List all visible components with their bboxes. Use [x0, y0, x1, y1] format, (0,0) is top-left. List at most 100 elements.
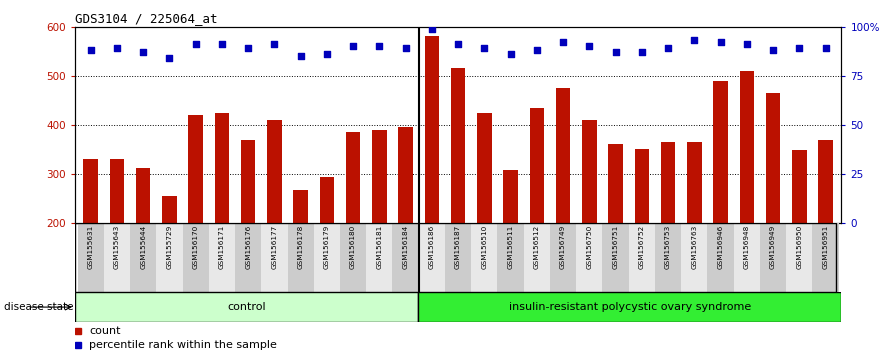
Point	[635, 49, 649, 55]
Point	[766, 47, 781, 53]
Bar	[529, 108, 544, 321]
Text: GSM156184: GSM156184	[403, 225, 409, 269]
Bar	[262, 223, 287, 292]
Point	[582, 44, 596, 49]
Bar	[314, 223, 340, 292]
Bar	[75, 292, 418, 322]
Text: GSM156179: GSM156179	[324, 225, 329, 269]
Text: GSM156171: GSM156171	[218, 225, 225, 269]
Bar	[550, 223, 576, 292]
Bar	[346, 132, 360, 321]
Bar	[340, 223, 366, 292]
Text: GSM155729: GSM155729	[167, 225, 173, 269]
Bar	[634, 149, 649, 321]
Bar	[818, 139, 833, 321]
Bar	[734, 223, 760, 292]
Bar	[418, 223, 445, 292]
Bar	[398, 127, 413, 321]
Text: percentile rank within the sample: percentile rank within the sample	[89, 340, 277, 350]
Bar	[760, 223, 786, 292]
Bar	[740, 71, 754, 321]
Point	[84, 47, 98, 53]
Bar	[812, 223, 839, 292]
Bar	[714, 81, 728, 321]
Point	[425, 26, 439, 32]
Bar	[189, 115, 203, 321]
Bar	[293, 190, 307, 321]
Bar	[241, 139, 255, 321]
Bar	[681, 223, 707, 292]
Bar	[582, 120, 596, 321]
Bar	[498, 223, 523, 292]
Text: GSM156178: GSM156178	[298, 225, 304, 269]
Bar	[418, 292, 841, 322]
Text: control: control	[227, 302, 266, 312]
Point	[241, 45, 255, 51]
Point	[136, 49, 150, 55]
Text: GSM155644: GSM155644	[140, 225, 146, 269]
Text: GSM156763: GSM156763	[692, 225, 698, 269]
Point	[818, 45, 833, 51]
Bar	[629, 223, 655, 292]
Text: GSM155631: GSM155631	[87, 225, 93, 269]
Bar	[130, 223, 156, 292]
Point	[687, 38, 701, 43]
Text: GSM156511: GSM156511	[507, 225, 514, 269]
Text: GSM156946: GSM156946	[718, 225, 723, 269]
Point	[110, 45, 124, 51]
Text: GSM156510: GSM156510	[481, 225, 487, 269]
Text: GSM156176: GSM156176	[245, 225, 251, 269]
Bar	[792, 150, 807, 321]
Point	[609, 49, 623, 55]
Bar	[445, 223, 471, 292]
Bar	[707, 223, 734, 292]
Bar	[209, 223, 235, 292]
Point	[556, 39, 570, 45]
Bar	[556, 88, 570, 321]
Point	[320, 51, 334, 57]
Bar	[661, 142, 676, 321]
Text: GSM156512: GSM156512	[534, 225, 540, 269]
Bar	[786, 223, 812, 292]
Text: GSM156948: GSM156948	[744, 225, 750, 269]
Bar	[393, 223, 418, 292]
Point	[215, 41, 229, 47]
Point	[792, 45, 806, 51]
Bar	[109, 159, 124, 321]
Text: GSM156750: GSM156750	[587, 225, 592, 269]
Bar	[215, 113, 229, 321]
Bar	[603, 223, 629, 292]
Text: GSM156753: GSM156753	[665, 225, 671, 269]
Text: GSM156949: GSM156949	[770, 225, 776, 269]
Bar	[503, 171, 518, 321]
Text: GSM156950: GSM156950	[796, 225, 803, 269]
Bar	[471, 223, 498, 292]
Bar	[576, 223, 603, 292]
Bar	[425, 36, 439, 321]
Point	[740, 41, 754, 47]
Text: GSM156186: GSM156186	[429, 225, 435, 269]
Bar	[766, 93, 781, 321]
Text: GDS3104 / 225064_at: GDS3104 / 225064_at	[75, 12, 218, 25]
Bar	[162, 195, 176, 321]
Bar	[235, 223, 262, 292]
Bar	[478, 113, 492, 321]
Point	[189, 41, 203, 47]
Text: disease state: disease state	[4, 302, 74, 312]
Point	[293, 53, 307, 59]
Text: GSM156180: GSM156180	[350, 225, 356, 269]
Point	[529, 47, 544, 53]
Text: GSM156187: GSM156187	[455, 225, 461, 269]
Text: GSM156751: GSM156751	[612, 225, 618, 269]
Text: GSM156177: GSM156177	[271, 225, 278, 269]
Bar	[156, 223, 182, 292]
Bar	[320, 177, 334, 321]
Text: GSM156752: GSM156752	[639, 225, 645, 269]
Bar	[366, 223, 393, 292]
Bar	[136, 168, 151, 321]
Bar	[523, 223, 550, 292]
Text: GSM156951: GSM156951	[823, 225, 829, 269]
Text: count: count	[89, 326, 121, 336]
Bar	[182, 223, 209, 292]
Text: insulin-resistant polycystic ovary syndrome: insulin-resistant polycystic ovary syndr…	[509, 302, 751, 312]
